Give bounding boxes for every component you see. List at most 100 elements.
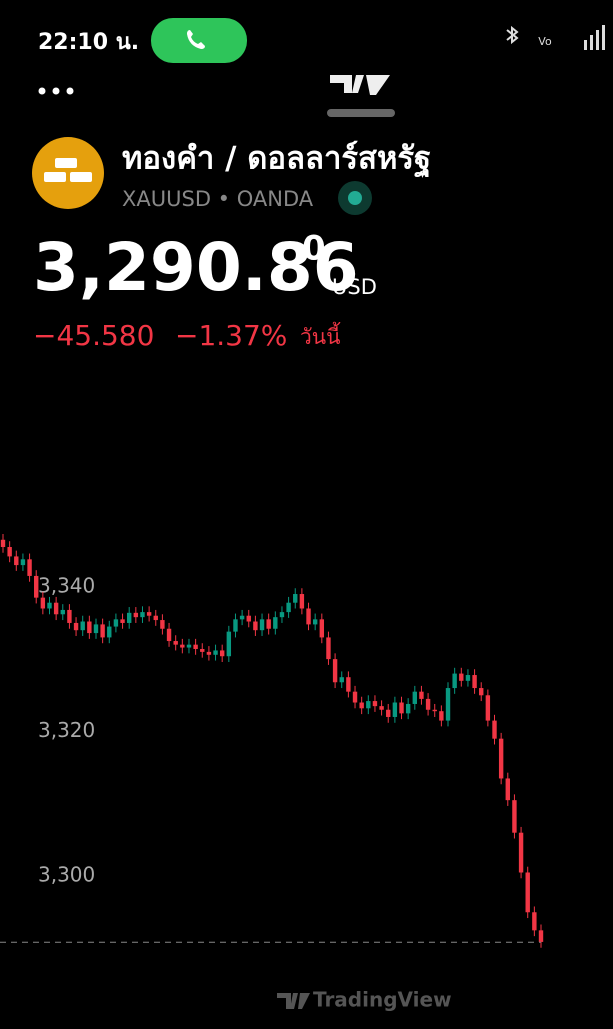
candle-body [432,709,437,712]
candle-body [259,619,265,631]
candle-body [319,619,325,638]
candle-body [538,930,544,942]
candle-body [100,624,105,638]
candle-body [40,597,46,609]
candle-body [419,691,424,699]
candle-body [107,626,112,638]
svg-text:Vo: Vo [538,35,552,48]
watermark-logo [277,993,310,1009]
candle-body [352,691,358,703]
candle-body [425,698,431,710]
candle-body [372,701,378,707]
candle-body [273,617,278,629]
candle-body [485,695,491,721]
candle-body [153,615,158,621]
candle-body [465,675,471,681]
candle-body [492,720,497,739]
candle-body [133,612,139,618]
price: 3,290.86 [33,229,359,306]
candle-body [186,644,192,648]
menu-dots[interactable] [38,87,74,95]
candle-body [339,677,344,683]
market-status-dot [348,191,362,205]
candle-body [366,701,371,709]
candle-body [512,800,517,833]
candle-body [7,547,12,557]
candle-body [219,650,225,657]
candle-body [326,637,331,660]
candle-body [73,622,79,631]
watermark: TradingView [313,988,452,1012]
candle-body [459,673,464,681]
candle-body [286,602,291,613]
candle-body [113,619,119,627]
price-last-digit: 0 [302,229,326,269]
candle-body [166,628,172,642]
candle-body [386,709,391,717]
candle-body [452,673,457,689]
candle-body [126,612,132,623]
candle-body [60,609,65,615]
candle-body [120,619,125,623]
change-percent: −1.37% [175,319,287,352]
candle-body [379,706,384,710]
candle-body [27,559,32,576]
candle-chart: 3,300 3,320 3,340 [0,533,544,948]
sheet-handle[interactable] [327,109,395,117]
candle-body [445,688,451,721]
candle-body [412,691,418,704]
y-tick-label: 3,300 [38,863,95,887]
candle-body [239,615,245,620]
candle-body [173,641,178,645]
period: วันนี้ [300,322,341,349]
candle-body [525,872,530,913]
candle-body [14,556,19,566]
candle-body [253,621,258,631]
candle-body [332,659,338,683]
candle-body [312,619,318,625]
candle-body [279,612,285,618]
candle-body [93,624,99,634]
candle-body [67,609,72,623]
candle-body [399,702,404,714]
candle-body [180,644,185,648]
candle-body [87,621,92,634]
candle-body [146,612,152,616]
candle-body [505,778,510,801]
candle-body [233,619,238,632]
currency: USD [332,275,377,299]
call-pill[interactable] [151,18,247,63]
candle-body [140,612,145,618]
candle-body [518,832,524,873]
change: −45.580 [33,319,154,352]
candle-body [193,644,198,649]
candle-body [498,738,504,779]
candle-body [213,650,218,655]
candle-body [299,594,305,609]
candle-body [306,608,311,625]
candle-body [0,539,6,548]
symbol-icon [32,137,104,209]
candle-body [266,619,271,629]
candle-body [392,702,398,717]
candle-body [47,602,52,609]
tv-logo [330,75,390,95]
candle-body [53,602,59,615]
candle-body [405,703,411,714]
candle-body [226,631,232,657]
y-tick-label: 3,320 [38,718,95,742]
candle-body [293,594,298,603]
candle-body [20,559,26,566]
candle-body [346,677,351,692]
candle-body [532,912,537,931]
phone-icon [187,30,205,49]
candle-body [160,620,165,629]
candle-body [206,651,212,655]
candle-body [246,615,251,622]
candle-body [479,688,484,696]
candle-body [34,575,39,598]
symbol-subtitle: XAUUSD • OANDA [122,187,314,211]
candle-body [200,648,205,652]
symbol-title: ทองคำ / ดอลลาร์สหรัฐ [122,141,431,179]
